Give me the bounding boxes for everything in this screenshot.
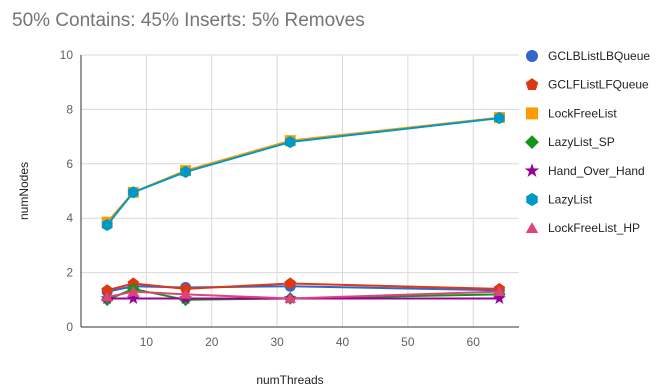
x-axis-label: numThreads [256, 373, 323, 387]
legend-marker-gclblistlbqueue [526, 50, 538, 62]
x-tick-label: 30 [270, 335, 284, 349]
legend-item-lazylist-sp: LazyList_SP [525, 135, 615, 149]
data-point-hand-over-hand [126, 291, 140, 304]
x-tick-label: 50 [401, 335, 415, 349]
y-axis-label: numNodes [17, 162, 31, 220]
y-tick-label: 8 [66, 102, 73, 116]
data-point-gclflistlfqueue [179, 282, 192, 294]
legend-label-hand-over-hand: Hand_Over_Hand [548, 164, 645, 178]
legend-marker-lockfreelist [526, 107, 538, 120]
series-lockfreelist [101, 112, 505, 228]
data-point-lockfreelist-hp [127, 286, 140, 297]
data-point-lockfreelist-hp [493, 286, 506, 297]
legend-marker-lazylist-sp [525, 135, 539, 149]
legend-label-lazylist: LazyList [548, 193, 593, 207]
x-tick-label: 40 [336, 335, 350, 349]
y-tick-label: 2 [66, 266, 73, 280]
legend-item-lockfreelist: LockFreeList [526, 106, 617, 120]
data-point-gclflistlfqueue [284, 277, 296, 289]
legend-label-gclflistlfqueue: GCLFListLFQueue [548, 78, 649, 92]
data-point-gclflistlfqueue [101, 284, 113, 296]
plot-area [100, 112, 506, 307]
x-tick-label: 60 [467, 335, 481, 349]
legend-label-lockfreelist-hp: LockFreeList_HP [548, 221, 640, 235]
data-point-lazylist [284, 135, 296, 149]
legend: GCLBListLBQueue GCLFListLFQueue LockFreeLi… [524, 49, 650, 235]
legend-item-hand-over-hand: Hand_Over_Hand [524, 163, 645, 178]
data-point-lockfreelist-hp [101, 291, 113, 302]
legend-marker-hand-over-hand [524, 163, 540, 177]
legend-marker-lazylist [526, 192, 538, 207]
x-tick-label: 20 [205, 335, 219, 349]
legend-item-lazylist: LazyList [526, 192, 593, 207]
grid [81, 54, 519, 327]
legend-marker-gclflistlfqueue [525, 78, 539, 91]
data-point-lazylist [180, 165, 191, 179]
axes: 0 2 4 6 8 10 10 20 30 40 50 60 [60, 48, 519, 349]
legend-item-gclflistlfqueue: GCLFListLFQueue [525, 78, 649, 92]
x-tick-label: 10 [140, 335, 154, 349]
legend-item-lockfreelist-hp: LockFreeList_HP [525, 221, 640, 235]
series-line-lockfreelist [106, 116, 500, 223]
data-point-hand-over-hand [492, 291, 506, 304]
legend-item-gclblistlbqueue: GCLBListLBQueue [526, 49, 650, 63]
data-point-lockfreelist-hp [284, 292, 296, 303]
legend-label-lazylist-sp: LazyList_SP [548, 135, 615, 149]
series-lazylist [101, 112, 505, 232]
legend-label-lockfreelist: LockFreeList [548, 106, 617, 120]
chart-title: 50% Contains: 45% Inserts: 5% Removes [12, 10, 365, 31]
y-tick-label: 4 [66, 211, 73, 225]
data-point-lazylist [128, 186, 139, 199]
data-point-lazylist [101, 218, 113, 232]
y-tick-label: 10 [60, 48, 74, 62]
series-lockfreelist-hp [101, 286, 506, 303]
series-line-lazylist [106, 117, 500, 226]
legend-marker-lockfreelist-hp [525, 222, 539, 233]
y-tick-label: 0 [66, 320, 73, 334]
data-point-lockfreelist-hp [179, 288, 192, 299]
data-point-lazylist [494, 112, 505, 125]
legend-label-gclblistlbqueue: GCLBListLBQueue [548, 49, 650, 63]
y-tick-label: 6 [66, 157, 73, 171]
